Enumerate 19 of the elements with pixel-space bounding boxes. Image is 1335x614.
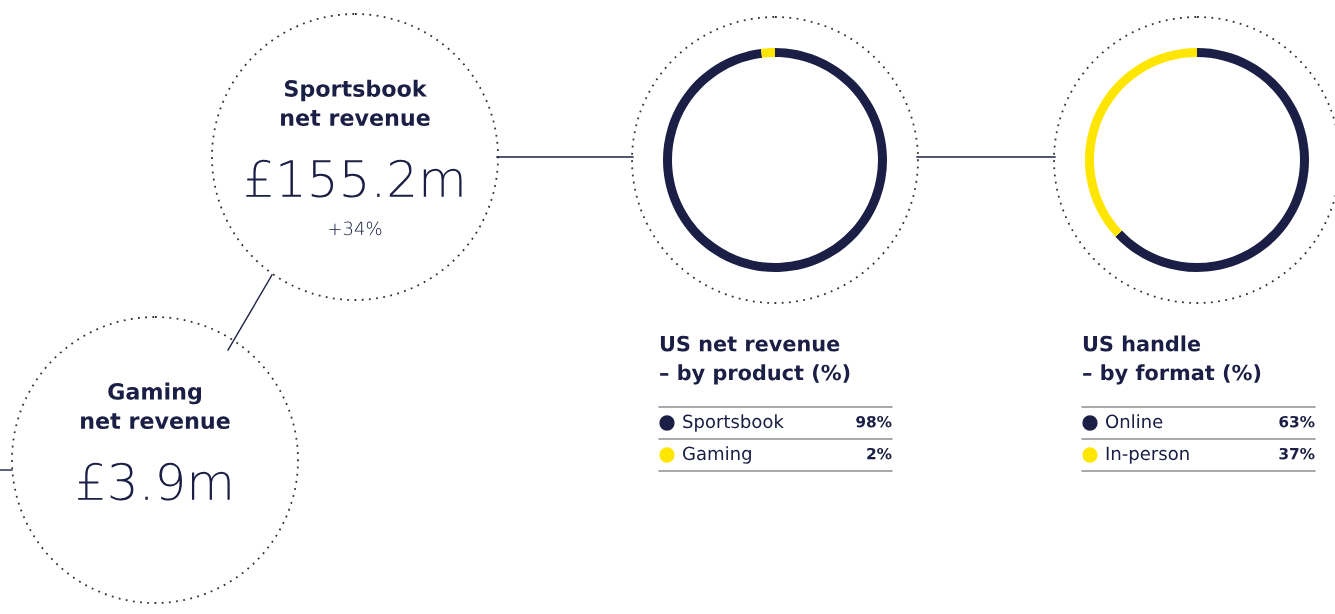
text: £3.9m <box>78 462 230 501</box>
donut-slice <box>663 48 887 272</box>
donut-slice <box>760 48 775 58</box>
legend-label: In-person <box>1106 446 1189 464</box>
text: US handle – by format (%) <box>1083 335 1261 385</box>
data-label: 98% <box>856 415 892 428</box>
text: +34% <box>329 221 382 236</box>
text: £155.2m <box>246 159 462 198</box>
legend-label: Online <box>1106 414 1163 429</box>
text: Gaming net revenue <box>81 382 230 430</box>
donut-slice <box>1115 48 1309 272</box>
data-label: 37% <box>1279 447 1315 460</box>
text: US net revenue – by product (%) <box>660 335 850 385</box>
donut-slice <box>1085 48 1197 237</box>
data-label: 63% <box>1279 415 1315 428</box>
legend-label: Gaming <box>683 446 751 464</box>
data-label: 2% <box>867 447 892 460</box>
legend-label: Sportsbook <box>683 414 784 432</box>
text: Sportsbook net revenue <box>281 79 430 126</box>
